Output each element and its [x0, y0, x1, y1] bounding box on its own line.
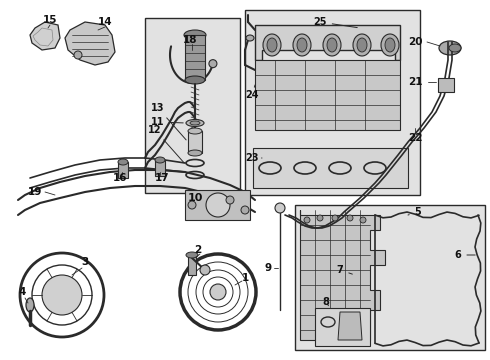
Polygon shape: [255, 60, 400, 130]
Bar: [315, 308, 370, 346]
Ellipse shape: [293, 34, 311, 56]
Polygon shape: [300, 210, 385, 340]
Ellipse shape: [267, 38, 277, 52]
Bar: [185, 190, 250, 220]
Circle shape: [275, 203, 285, 213]
Ellipse shape: [186, 252, 198, 258]
Ellipse shape: [297, 38, 307, 52]
Text: 20: 20: [408, 37, 422, 47]
Text: 16: 16: [113, 173, 127, 183]
Text: 3: 3: [81, 257, 89, 267]
Text: 22: 22: [408, 133, 422, 143]
Text: 11: 11: [151, 117, 183, 127]
Circle shape: [226, 196, 234, 204]
Circle shape: [332, 215, 338, 221]
Bar: [438, 78, 454, 92]
Circle shape: [209, 60, 217, 68]
Text: 7: 7: [337, 265, 352, 275]
Ellipse shape: [357, 38, 367, 52]
Bar: [188, 131, 202, 153]
Ellipse shape: [323, 34, 341, 56]
Bar: [118, 162, 128, 178]
Ellipse shape: [381, 34, 399, 56]
Polygon shape: [338, 312, 362, 340]
Circle shape: [347, 215, 353, 221]
Bar: [295, 205, 485, 350]
Text: 8: 8: [322, 297, 329, 307]
Text: 13: 13: [151, 103, 186, 140]
Polygon shape: [65, 22, 115, 65]
Ellipse shape: [353, 34, 371, 56]
Bar: [188, 255, 196, 275]
Circle shape: [317, 215, 323, 221]
Circle shape: [42, 275, 82, 315]
Text: 12: 12: [148, 125, 184, 163]
Ellipse shape: [188, 128, 202, 134]
Text: 2: 2: [195, 245, 201, 255]
Text: 21: 21: [408, 77, 422, 87]
Text: 19: 19: [28, 187, 42, 197]
Ellipse shape: [385, 38, 395, 52]
Text: 14: 14: [98, 17, 112, 27]
Text: 9: 9: [265, 263, 271, 273]
Text: 25: 25: [313, 17, 357, 28]
Circle shape: [206, 193, 230, 217]
Ellipse shape: [184, 30, 206, 40]
Bar: [155, 160, 165, 176]
Bar: [253, 148, 408, 188]
Text: 4: 4: [18, 287, 25, 297]
Bar: [185, 35, 205, 80]
Circle shape: [304, 217, 310, 223]
Ellipse shape: [439, 41, 461, 55]
Ellipse shape: [155, 157, 165, 163]
Text: 18: 18: [183, 35, 197, 45]
Circle shape: [74, 51, 82, 59]
Circle shape: [188, 201, 196, 209]
Ellipse shape: [185, 76, 205, 84]
Text: 10: 10: [187, 193, 203, 203]
Circle shape: [200, 265, 210, 275]
Text: 15: 15: [43, 15, 57, 25]
Ellipse shape: [246, 35, 254, 41]
Ellipse shape: [26, 298, 34, 312]
Text: 5: 5: [408, 207, 421, 217]
Ellipse shape: [449, 44, 461, 52]
Polygon shape: [255, 25, 400, 60]
Circle shape: [210, 284, 226, 300]
Text: 6: 6: [455, 250, 475, 260]
Ellipse shape: [118, 159, 128, 165]
Ellipse shape: [263, 34, 281, 56]
Text: 1: 1: [242, 273, 248, 283]
Ellipse shape: [188, 150, 202, 156]
Ellipse shape: [186, 120, 204, 126]
Text: 23: 23: [245, 153, 262, 163]
Polygon shape: [30, 22, 60, 50]
Circle shape: [360, 217, 366, 223]
Circle shape: [241, 206, 249, 214]
Bar: [245, 10, 420, 195]
Text: 24: 24: [245, 85, 259, 100]
Ellipse shape: [190, 121, 200, 125]
Text: 17: 17: [155, 173, 170, 183]
Ellipse shape: [327, 38, 337, 52]
Bar: [145, 18, 240, 193]
